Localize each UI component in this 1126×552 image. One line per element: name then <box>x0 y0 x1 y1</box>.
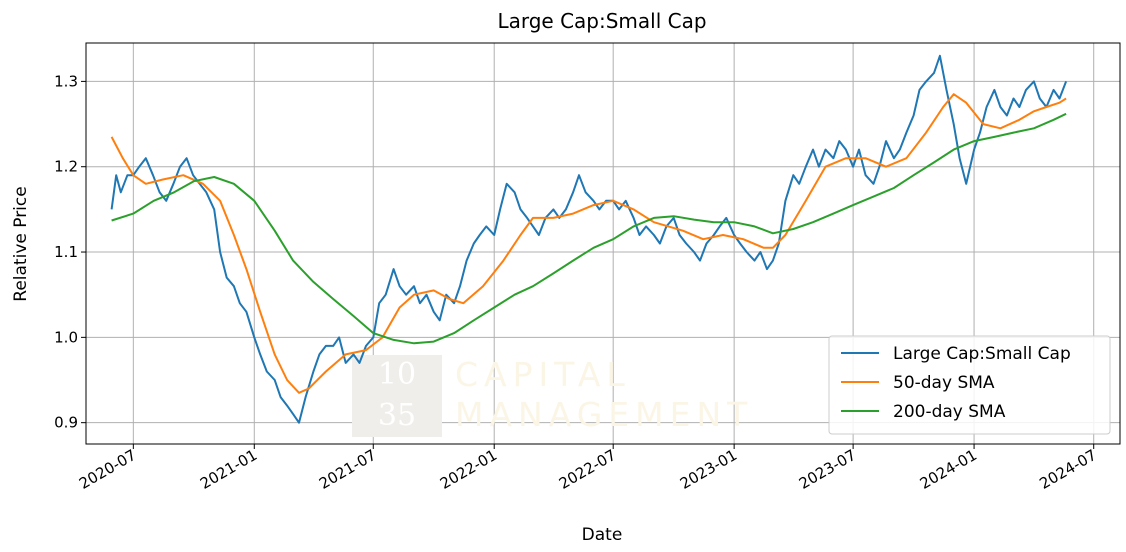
x-tick-label: 2024-01 <box>917 446 980 493</box>
x-tick-label: 2021-01 <box>197 446 260 493</box>
plot-frame <box>85 42 1121 445</box>
x-tick-label: 2023-01 <box>677 446 740 493</box>
series-line-3 <box>111 112 1067 345</box>
y-axis-ticks: 0.9 1.0 1.1 1.2 1.3 <box>54 72 86 432</box>
watermark-text-line-1: CAPITAL <box>455 355 631 394</box>
watermark: 10 35 CAPITAL MANAGEMENT <box>352 355 753 437</box>
legend-label-1: Large Cap:Small Cap <box>893 344 1071 364</box>
y-axis-label: Relative Price <box>11 186 31 301</box>
x-tick-label: 2022-07 <box>556 446 619 493</box>
x-tick-label: 2022-01 <box>437 446 500 493</box>
x-tick-label: 2021-07 <box>316 446 379 493</box>
x-tick-label: 2020-07 <box>76 446 139 493</box>
legend-box <box>828 335 1111 435</box>
x-axis-ticks: 2020-07 2021-01 2021-07 2022-01 2022-07 2023-… <box>76 444 1100 493</box>
y-tick-label: 1.1 <box>54 243 78 261</box>
legend: Large Cap:Small Cap 50-day SMA 200-day SMA <box>828 335 1111 435</box>
watermark-logo-line-1: 10 <box>378 357 416 392</box>
y-tick-label: 1.3 <box>54 72 78 90</box>
x-tick-label: 2023-07 <box>796 446 859 493</box>
series-line-2 <box>110 93 1067 394</box>
x-tick-label: 2024-07 <box>1036 446 1099 493</box>
legend-label-2: 50-day SMA <box>893 373 995 393</box>
series-line-1 <box>110 54 1068 424</box>
watermark-logo-box <box>352 355 442 437</box>
watermark-text-line-2: MANAGEMENT <box>455 395 753 434</box>
series-layer <box>110 54 1068 424</box>
y-tick-label: 1.2 <box>54 158 78 176</box>
y-tick-label: 0.9 <box>54 414 78 432</box>
x-axis-label: Date <box>582 525 623 545</box>
legend-label-3: 200-day SMA <box>893 402 1006 422</box>
y-tick-label: 1.0 <box>54 328 78 346</box>
chart-title: Large Cap:Small Cap <box>497 9 706 33</box>
watermark-logo-line-2: 35 <box>378 398 416 433</box>
